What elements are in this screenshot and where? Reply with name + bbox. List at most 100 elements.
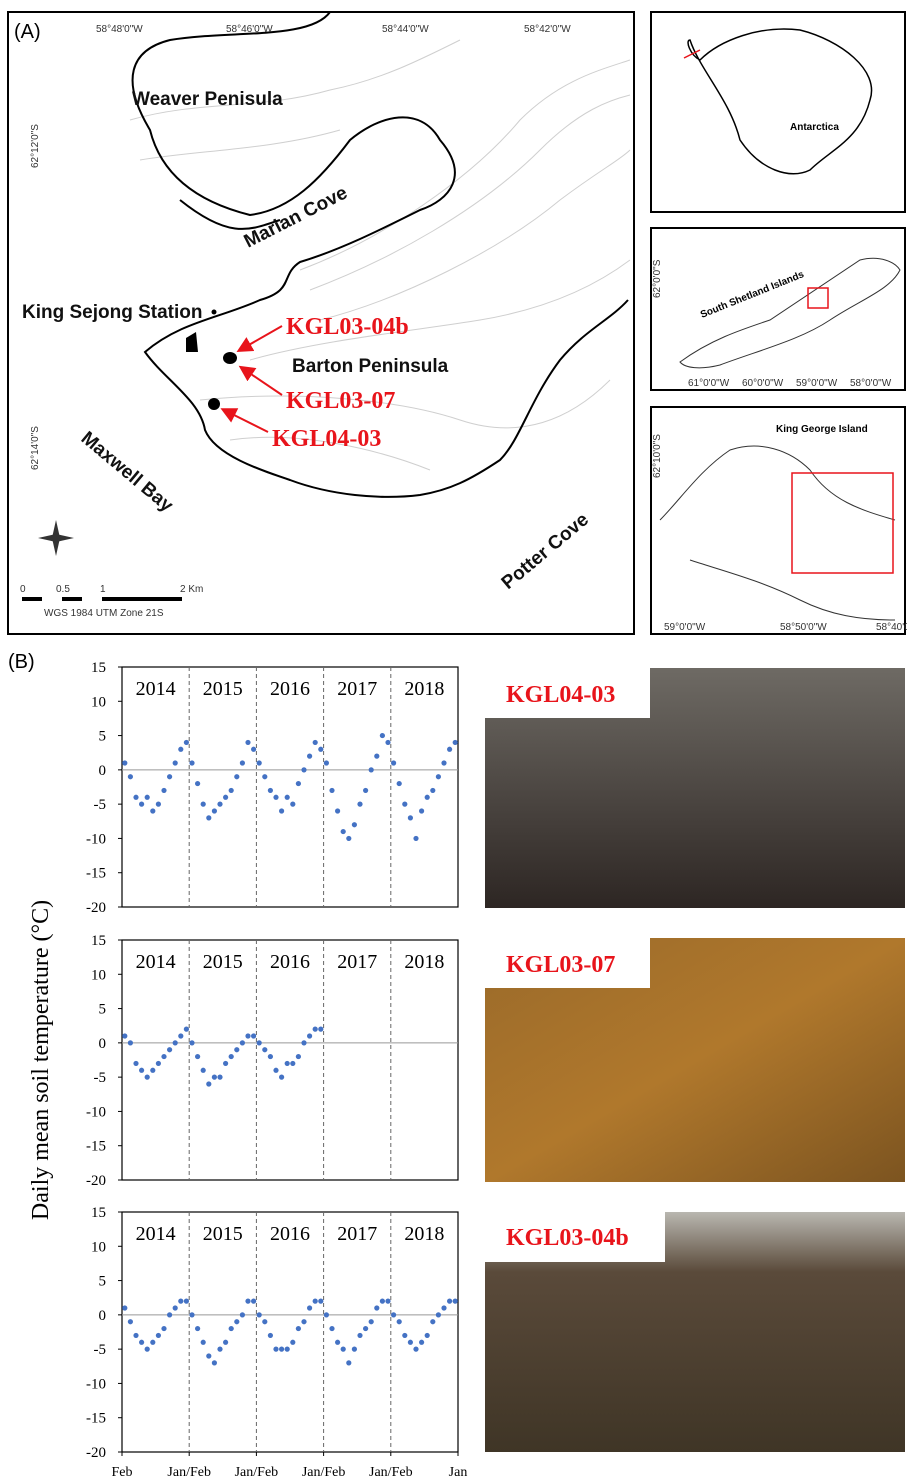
data-point: [189, 1312, 194, 1317]
data-point: [441, 760, 446, 765]
site-point: [208, 398, 220, 410]
data-point: [240, 760, 245, 765]
projection-label: WGS 1984 UTM Zone 21S: [44, 608, 164, 619]
data-point: [139, 1340, 144, 1345]
data-point: [453, 1299, 458, 1304]
scale-bar: [42, 597, 62, 601]
y-tick-label: 0: [99, 1308, 107, 1324]
data-point: [329, 788, 334, 793]
data-point: [425, 1333, 430, 1338]
data-point: [251, 1299, 256, 1304]
data-point: [301, 1040, 306, 1045]
year-label: 2018: [404, 1223, 444, 1245]
data-point: [430, 1319, 435, 1324]
data-point: [357, 802, 362, 807]
data-point: [318, 1027, 323, 1032]
longitude-label: 59°0'0"W: [796, 378, 838, 389]
data-point: [212, 1075, 217, 1080]
data-point: [139, 802, 144, 807]
data-point: [369, 767, 374, 772]
x-tick-label: Jan/Feb: [302, 1465, 346, 1480]
year-label: 2016: [270, 1223, 310, 1245]
data-point: [273, 1347, 278, 1352]
inset-frame: [651, 228, 905, 390]
data-point: [206, 815, 211, 820]
data-point: [324, 1312, 329, 1317]
data-point: [184, 1027, 189, 1032]
data-point: [397, 781, 402, 786]
scale-label: 2 Km: [180, 584, 203, 595]
data-point: [229, 788, 234, 793]
data-point: [234, 1047, 239, 1052]
place-label: Barton Peninsula: [292, 356, 449, 377]
data-point: [290, 1061, 295, 1066]
data-point: [346, 836, 351, 841]
photo-label: KGL04-03: [506, 682, 615, 708]
data-point: [195, 1054, 200, 1059]
data-point: [206, 1081, 211, 1086]
y-tick-label: -20: [86, 900, 106, 916]
y-tick-label: 5: [99, 1002, 107, 1018]
y-tick-label: -10: [86, 1104, 106, 1120]
y-tick-label: -10: [86, 831, 106, 847]
latitude-label: 62°12'0"S: [30, 124, 41, 168]
data-point: [352, 1347, 357, 1352]
data-point: [262, 774, 267, 779]
y-tick-label: -15: [86, 1139, 106, 1155]
data-point: [122, 1305, 127, 1310]
y-tick-label: 10: [91, 967, 106, 983]
y-tick-label: 5: [99, 1274, 107, 1290]
data-point: [156, 1061, 161, 1066]
data-point: [279, 1075, 284, 1080]
x-tick-label: Jan/Feb: [369, 1465, 413, 1480]
data-point: [363, 1326, 368, 1331]
y-tick-label: 15: [91, 933, 106, 949]
data-point: [184, 740, 189, 745]
data-point: [156, 802, 161, 807]
data-point: [397, 1319, 402, 1324]
data-point: [262, 1319, 267, 1324]
data-point: [285, 795, 290, 800]
data-point: [268, 1054, 273, 1059]
data-point: [408, 1340, 413, 1345]
latitude-label: 62°0'0"S: [652, 259, 663, 298]
data-point: [245, 1299, 250, 1304]
data-point: [128, 774, 133, 779]
data-point: [150, 1340, 155, 1345]
data-point: [184, 1299, 189, 1304]
data-point: [447, 1299, 452, 1304]
data-point: [419, 808, 424, 813]
data-point: [441, 1305, 446, 1310]
panel-label: (B): [8, 651, 35, 673]
data-point: [290, 1340, 295, 1345]
year-label: 2014: [136, 1223, 176, 1245]
data-point: [408, 815, 413, 820]
inset-title: Antarctica: [790, 122, 839, 133]
data-point: [189, 1040, 194, 1045]
plot-frame: [122, 940, 458, 1180]
site-label: KGL04-03: [272, 426, 381, 452]
data-point: [385, 740, 390, 745]
data-point: [173, 1305, 178, 1310]
data-point: [245, 740, 250, 745]
data-point: [156, 1333, 161, 1338]
data-point: [290, 802, 295, 807]
data-point: [307, 1305, 312, 1310]
scale-bar: [82, 597, 102, 601]
site-label: KGL03-04b: [286, 314, 409, 340]
data-point: [145, 1075, 150, 1080]
inset-frame: [651, 12, 905, 212]
data-point: [402, 1333, 407, 1338]
data-point: [234, 1319, 239, 1324]
data-point: [189, 760, 194, 765]
data-point: [413, 836, 418, 841]
data-point: [178, 1033, 183, 1038]
data-point: [346, 1360, 351, 1365]
photo-label: KGL03-07: [506, 952, 615, 978]
data-point: [257, 1312, 262, 1317]
y-tick-label: -15: [86, 1411, 106, 1427]
year-label: 2016: [270, 951, 310, 973]
y-tick-label: 10: [91, 1239, 106, 1255]
figure: (A) 58°48'0"W 58°46'0"W 58°44'0"W 58°42'…: [0, 0, 907, 1481]
data-point: [402, 802, 407, 807]
